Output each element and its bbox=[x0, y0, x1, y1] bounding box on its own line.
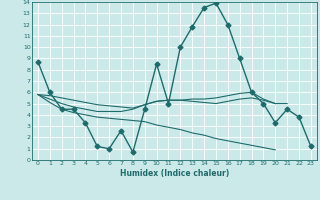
X-axis label: Humidex (Indice chaleur): Humidex (Indice chaleur) bbox=[120, 169, 229, 178]
